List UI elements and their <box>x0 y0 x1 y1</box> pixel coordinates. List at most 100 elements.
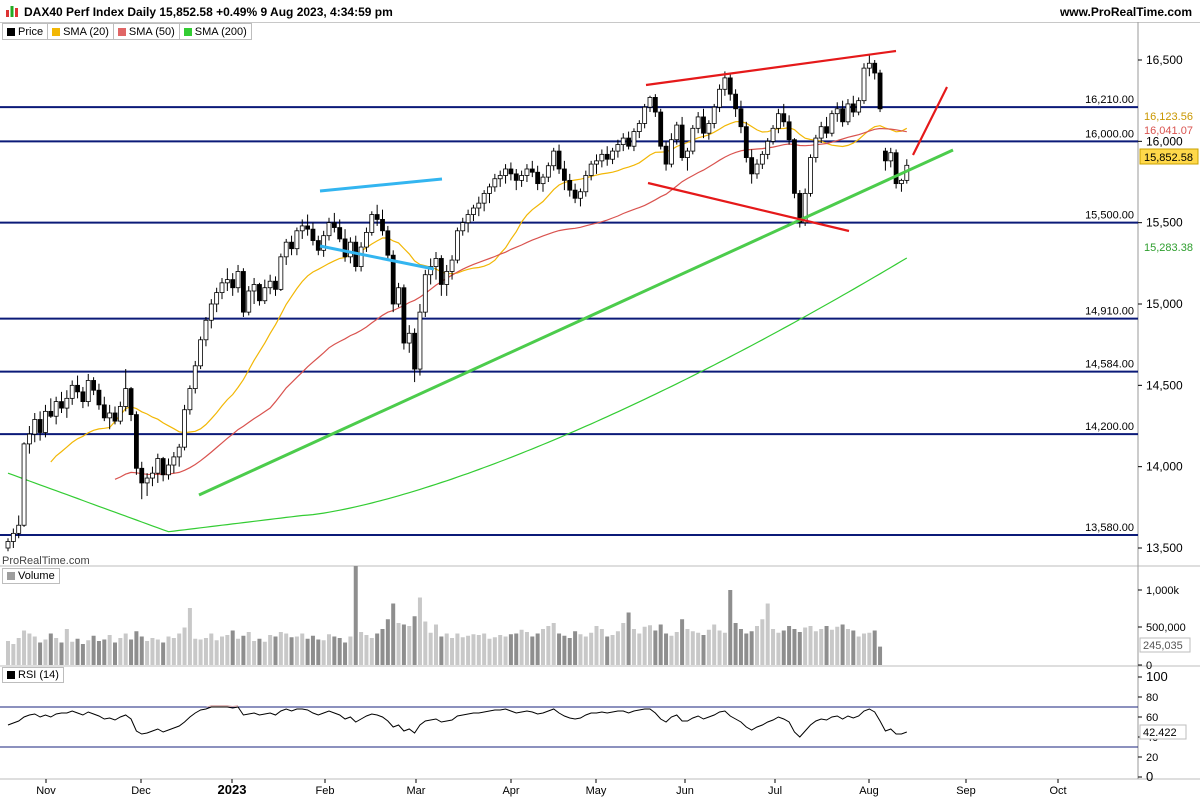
candle-body <box>658 111 664 147</box>
volume-bar <box>712 624 717 665</box>
site-link[interactable]: www.ProRealTime.com <box>1059 5 1192 19</box>
volume-bar <box>64 629 69 665</box>
candle-body <box>305 225 311 230</box>
volume-bar <box>605 636 610 665</box>
volume-bar <box>813 631 818 665</box>
candle-body <box>262 287 268 302</box>
volume-bar <box>503 636 508 665</box>
volume-bar <box>808 626 813 665</box>
legend-swatch <box>52 27 61 36</box>
volume-bar <box>230 630 235 665</box>
level-label: 14,910.00 <box>1085 306 1134 318</box>
volume-bar <box>118 638 123 665</box>
volume-bar <box>22 630 27 665</box>
candle-body <box>390 254 396 305</box>
volume-bar <box>300 633 305 665</box>
volume-bar <box>198 639 203 665</box>
candle-body <box>374 214 380 220</box>
volume-bar <box>455 633 460 665</box>
candle-body <box>497 175 503 180</box>
volume-pane-label[interactable]: Volume <box>2 568 60 584</box>
volume-bar <box>284 633 289 665</box>
candle-body <box>460 222 466 232</box>
candle-body <box>663 145 669 165</box>
candle-body <box>492 178 498 188</box>
candle-body <box>674 124 680 141</box>
candle-body <box>765 140 771 155</box>
level-label: 16,210.00 <box>1085 94 1134 106</box>
candle-body <box>37 419 43 433</box>
candle-body <box>556 150 562 170</box>
level-label: 13,580.00 <box>1085 522 1134 534</box>
time-axis-label: Oct <box>1049 785 1066 797</box>
rsi-axis-label: 60 <box>1146 712 1158 724</box>
candle-body <box>476 202 482 209</box>
volume-bar <box>690 631 695 665</box>
volume-bar <box>482 633 487 665</box>
volume-bar <box>535 633 540 665</box>
volume-bar <box>530 636 535 665</box>
volume-bar <box>664 633 669 665</box>
price-axis-label: 16,500 <box>1146 53 1183 67</box>
volume-bar <box>589 632 594 665</box>
volume-bar <box>856 636 861 665</box>
volume-bar <box>471 634 476 665</box>
candle-body <box>454 230 460 261</box>
last-value-tag <box>1140 108 1198 123</box>
volume-bar <box>701 635 706 665</box>
candle-body <box>176 446 182 458</box>
candle-body <box>615 144 621 152</box>
candle-body <box>626 137 631 147</box>
volume-bar <box>476 635 481 665</box>
volume-bar <box>91 635 96 665</box>
volume-bar <box>771 629 776 665</box>
volume-bar <box>514 633 519 665</box>
time-axis-label: Feb <box>316 785 335 797</box>
level-label: 15,500.00 <box>1085 210 1134 222</box>
candle-body <box>64 397 70 409</box>
last-value-tag <box>1140 122 1198 137</box>
volume-bar <box>648 625 652 665</box>
legend-swatch <box>117 27 126 36</box>
candle-body <box>631 131 637 147</box>
volume-bar <box>562 635 567 665</box>
candle-body <box>155 458 161 474</box>
rsi-pane-label[interactable]: RSI (14) <box>2 667 64 683</box>
volume-bar <box>353 566 358 665</box>
candle-body <box>347 241 353 258</box>
legend-item-sma50[interactable]: SMA (50) <box>114 24 180 39</box>
candle-body <box>545 165 551 178</box>
prorealtime-logo-icon <box>6 6 18 17</box>
rsi-label: RSI (14) <box>18 669 59 681</box>
volume-axis-label: 1,000k <box>1146 585 1180 597</box>
volume-bar <box>466 635 471 665</box>
volume-bar <box>567 638 572 665</box>
volume-bar <box>75 638 80 665</box>
volume-bar <box>835 626 840 665</box>
volume-bar <box>423 621 428 665</box>
volume-bar <box>257 638 262 665</box>
legend-item-sma200[interactable]: SMA (200) <box>180 24 251 39</box>
candle-body <box>856 100 862 113</box>
last-value-tag <box>1140 239 1198 254</box>
time-axis-label: Dec <box>131 785 151 797</box>
candle-body <box>198 339 204 367</box>
volume-bar <box>717 630 722 665</box>
candle-body <box>230 279 236 289</box>
candle-body <box>422 274 428 313</box>
sma200-line <box>7 257 908 533</box>
time-axis-label: Jun <box>676 785 694 797</box>
last-value-label: 15,852.58 <box>1144 152 1193 164</box>
candle-body <box>139 467 145 484</box>
candle-body <box>733 93 738 110</box>
candle-body <box>471 207 476 215</box>
volume-bar <box>401 624 406 665</box>
legend-item-price[interactable]: Price <box>3 24 49 39</box>
candle-body <box>112 412 118 422</box>
volume-bar <box>744 633 749 665</box>
legend-item-sma20[interactable]: SMA (20) <box>48 24 114 39</box>
candle-body <box>738 108 744 128</box>
volume-bar <box>524 632 529 665</box>
volume-bar <box>760 619 765 665</box>
